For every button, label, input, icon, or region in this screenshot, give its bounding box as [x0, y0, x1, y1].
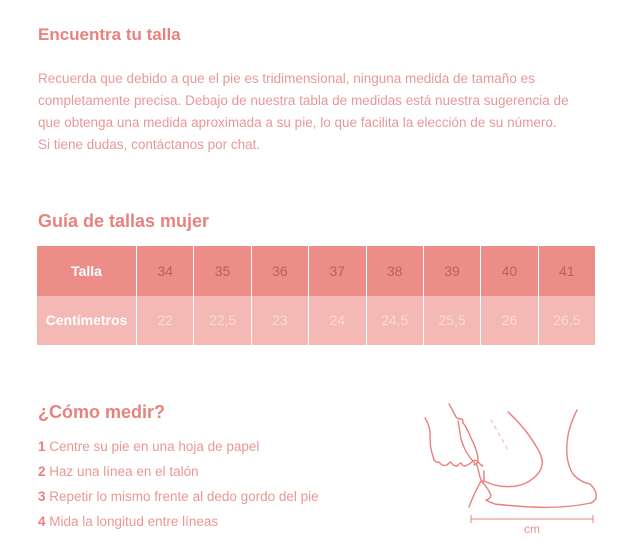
svg-text:cm: cm: [524, 522, 540, 536]
